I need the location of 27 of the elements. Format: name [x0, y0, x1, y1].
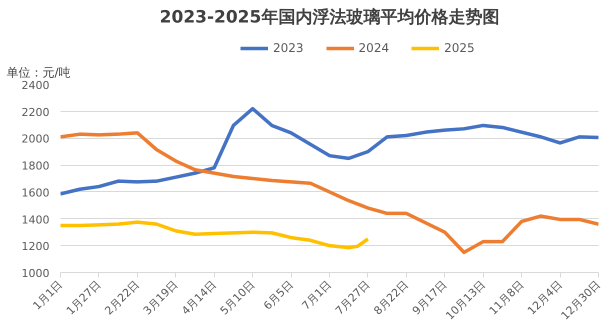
x-tick-label: 11月8日 [486, 278, 526, 318]
y-tick-label: 1600 [22, 186, 50, 200]
x-tick-label: 1月27日 [64, 278, 104, 318]
y-tick-label: 2400 [22, 79, 50, 92]
y-tick-label: 1000 [22, 267, 50, 280]
x-tick-label: 1月1日 [30, 278, 66, 313]
x-tick-label: 8月22日 [371, 278, 411, 318]
y-tick-label: 2200 [22, 106, 50, 119]
y-tick-label: 1400 [22, 213, 50, 226]
x-tick-label: 7月1日 [299, 278, 334, 313]
line-series [60, 220, 370, 250]
y-tick-label: 2000 [22, 132, 50, 146]
y-tick-label: 1800 [22, 160, 50, 173]
x-tick-label: 3月19日 [140, 278, 180, 318]
chart-title: 2023-2025年国内浮法玻璃平均价格走势图 [160, 8, 500, 28]
x-tick-label: 6月5日 [261, 278, 296, 313]
line-series [60, 106, 598, 196]
x-tick-label: 7月27日 [332, 278, 373, 318]
x-tick-label: 5月10日 [218, 278, 258, 318]
x-tick-label: 2月22日 [102, 278, 142, 318]
legend-label: 2023 [273, 41, 304, 55]
legend-label: 2024 [358, 41, 390, 55]
line-series [60, 131, 598, 254]
legend-label: 2025 [444, 41, 475, 55]
x-tick-label: 4月14日 [179, 278, 219, 318]
y-axis-title: 单位：元/吨 [6, 66, 71, 80]
y-tick-label: 1200 [22, 240, 50, 254]
